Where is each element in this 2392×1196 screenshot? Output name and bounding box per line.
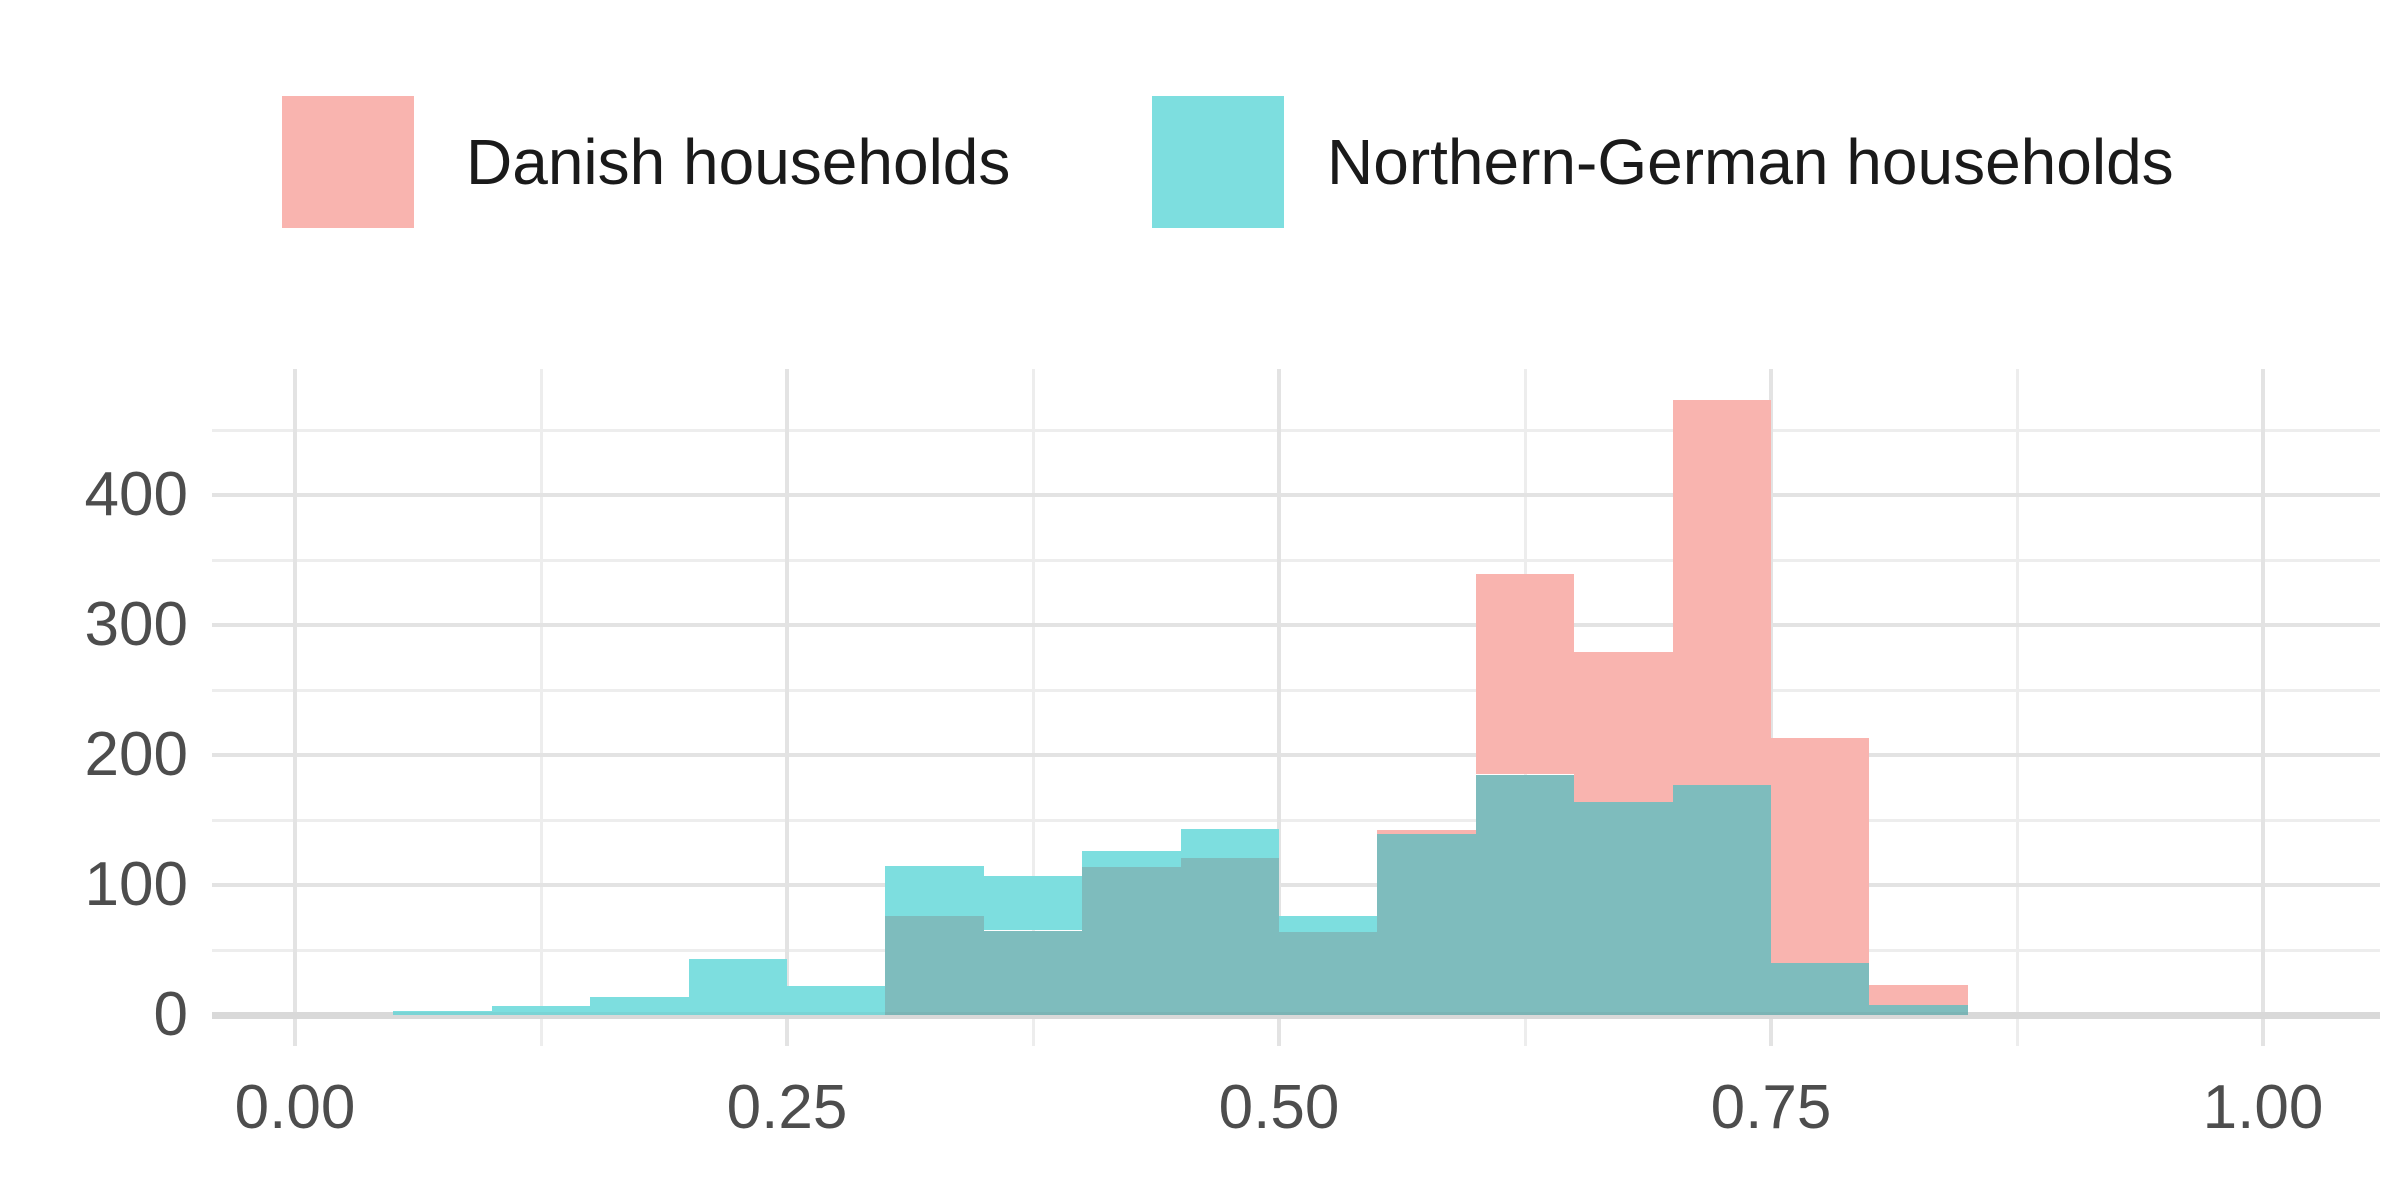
bar-danish [1574, 652, 1673, 802]
zero-line-overlay [212, 1011, 2380, 1019]
bar-danish [1475, 574, 1575, 775]
legend-label-danish: Danish households [466, 126, 1011, 198]
gridline-y-major [212, 883, 2380, 887]
bar-overlap [1771, 963, 1870, 1015]
legend-swatch-northern-german [1152, 96, 1284, 228]
bar-northern-german [1082, 851, 1181, 867]
bar-overlap [1279, 931, 1378, 1015]
x-axis-tick-label: 0.25 [726, 1073, 848, 1142]
bar-danish [1869, 985, 1968, 1005]
bar-danish [1771, 738, 1870, 963]
bar-overlap [1574, 801, 1673, 1015]
x-axis-tick-label: 0.00 [234, 1073, 356, 1142]
gridline-x-major [2261, 369, 2265, 1046]
gridline-y-major [212, 1011, 2380, 1019]
gridline-y-minor [212, 559, 2380, 562]
y-axis-tick-label: 0 [153, 980, 188, 1049]
gridline-x-major [1769, 369, 1773, 1046]
bar-northern-german [491, 1005, 591, 1015]
gridline-y-minor [212, 429, 2380, 432]
bar-northern-german [393, 1011, 492, 1015]
gridline-y-minor [212, 689, 2380, 692]
gridline-x-major [785, 369, 789, 1046]
gridline-y-major [212, 753, 2380, 757]
bar-overlap [885, 916, 984, 1015]
gridline-y-minor [212, 819, 2380, 822]
bar-northern-german [885, 865, 984, 917]
bar-overlap [1082, 866, 1181, 1015]
bar-overlap [983, 930, 1083, 1015]
bar-danish [1377, 830, 1476, 835]
gridline-x-major [1277, 369, 1281, 1046]
gridline-x-minor [2016, 369, 2019, 1046]
bar-overlap [1377, 834, 1476, 1015]
gridline-x-minor [540, 369, 543, 1046]
legend-label-northern-german: Northern-German households [1327, 126, 2174, 198]
x-axis-tick-label: 0.75 [1710, 1073, 1832, 1142]
gridline-y-major [212, 493, 2380, 497]
bar-northern-german [1180, 829, 1279, 858]
y-axis-tick-label: 100 [84, 850, 188, 919]
gridline-x-major [293, 369, 297, 1046]
x-axis-tick-label: 0.50 [1218, 1073, 1340, 1142]
bar-northern-german [688, 959, 787, 1015]
bar-northern-german [590, 996, 689, 1015]
bar-overlap [1869, 1004, 1968, 1015]
gridline-y-major [212, 623, 2380, 627]
bar-overlap [1180, 857, 1279, 1015]
x-axis-tick-label: 1.00 [2202, 1073, 2324, 1142]
bar-northern-german [1279, 916, 1378, 932]
y-axis-tick-label: 200 [84, 720, 188, 789]
bar-overlap [1475, 774, 1575, 1015]
bar-overlap [1672, 784, 1771, 1015]
bar-northern-german [983, 875, 1083, 931]
legend-swatch-danish [282, 96, 414, 228]
y-axis-tick-label: 400 [84, 460, 188, 529]
y-axis-tick-label: 300 [84, 590, 188, 659]
gridline-x-minor [1032, 369, 1035, 1046]
plot-panel [212, 369, 2380, 1046]
bar-danish [1672, 400, 1771, 785]
bar-northern-german [787, 986, 886, 1015]
